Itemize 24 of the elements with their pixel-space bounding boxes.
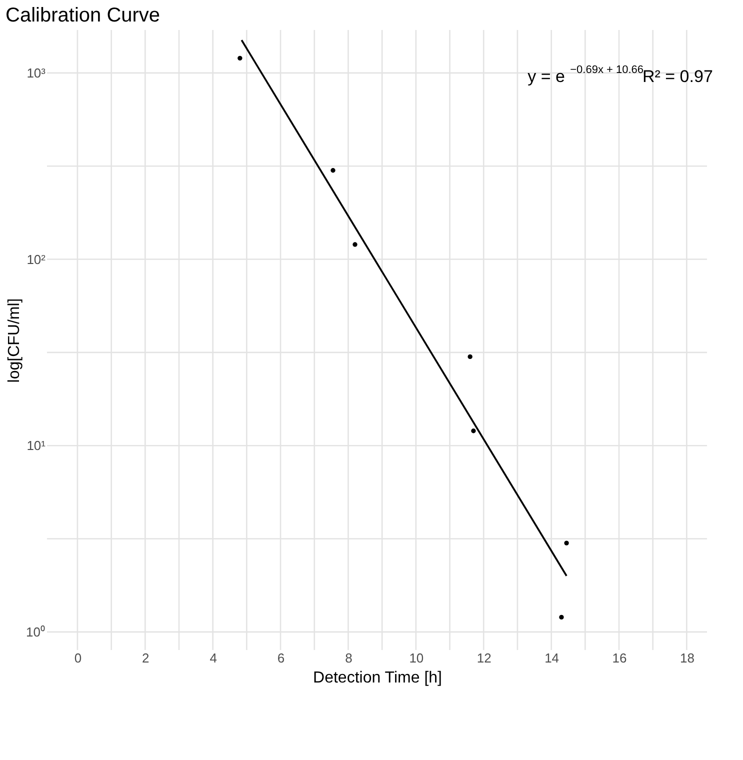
x-tick-label: 10 <box>409 650 424 666</box>
y-tick-label: 10² <box>26 252 46 267</box>
x-tick-label: 14 <box>544 650 560 666</box>
x-tick-label: 16 <box>612 650 627 666</box>
x-tick-label: 12 <box>476 650 492 666</box>
point <box>564 540 569 546</box>
x-axis-title: Detection Time [h] <box>313 670 442 686</box>
x-tick-label: 18 <box>680 650 694 666</box>
y-tick-label: 10⁰ <box>26 624 46 640</box>
point <box>471 428 476 434</box>
point <box>330 168 336 173</box>
point <box>559 614 564 620</box>
x-tick-label: 6 <box>277 650 285 666</box>
y-axis-title: log[CFU/ml] <box>6 298 24 383</box>
point <box>468 354 472 360</box>
chart-title: Calibration Curve <box>6 4 160 26</box>
y-tick-label: 10³ <box>26 65 46 80</box>
x-tick-label: 8 <box>345 650 352 666</box>
x-tick-label: 0 <box>74 650 82 666</box>
point <box>352 242 358 247</box>
point <box>238 56 242 61</box>
y-tick-label: 10¹ <box>26 438 46 454</box>
x-tick-label: 4 <box>210 650 217 666</box>
x-tick-label: 2 <box>142 650 150 666</box>
